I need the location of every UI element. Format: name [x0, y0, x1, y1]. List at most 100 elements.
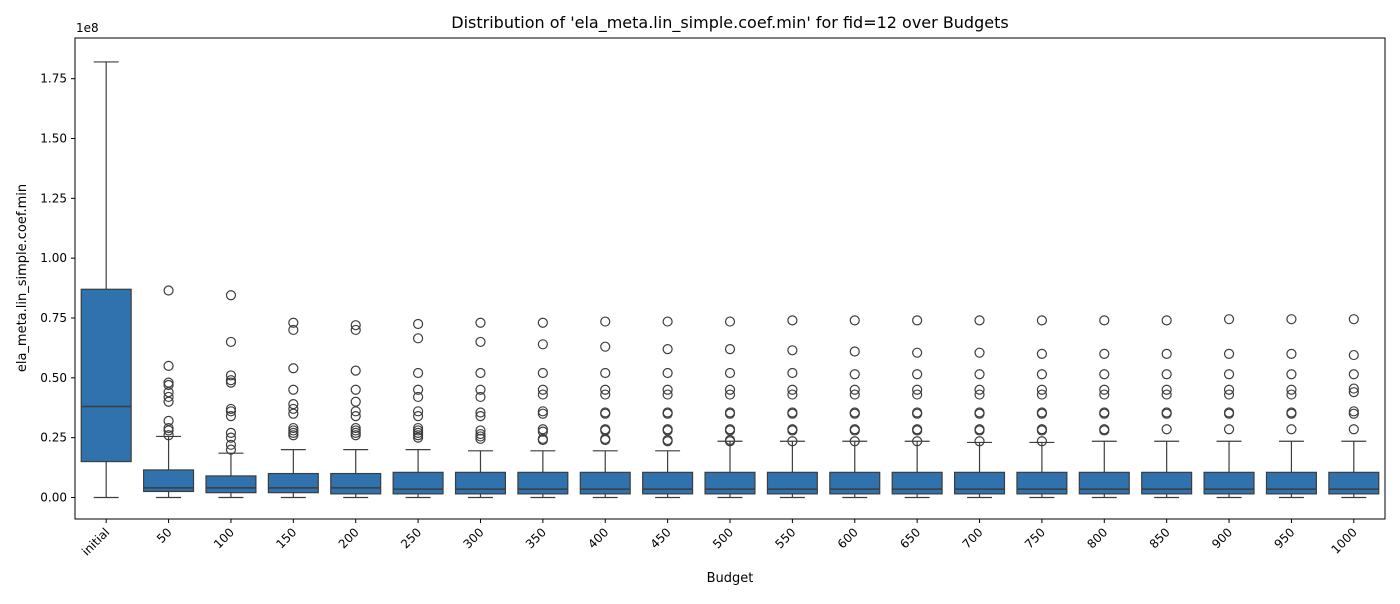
- outlier-point: [288, 403, 299, 415]
- outlier-point: [350, 422, 361, 434]
- outlier-point: [225, 444, 237, 455]
- outlier-point: [475, 367, 486, 379]
- outlier-point: [163, 422, 174, 434]
- outlier-point: [912, 389, 923, 400]
- box: [1265, 471, 1317, 495]
- outlier-point: [912, 436, 923, 447]
- outlier-point: [1348, 383, 1359, 394]
- outlier-point: [974, 424, 985, 435]
- outlier-point: [475, 384, 486, 395]
- box: [704, 471, 756, 495]
- outlier-point: [1036, 369, 1048, 380]
- outlier-point: [1348, 387, 1359, 398]
- outlier-point: [1161, 424, 1172, 435]
- outlier-point: [1099, 315, 1110, 326]
- outlier-point: [1223, 389, 1235, 400]
- y-tick-label: 0.25: [40, 431, 67, 445]
- outlier-point: [350, 384, 361, 395]
- outlier-point: [662, 389, 673, 400]
- outlier-point: [1286, 424, 1297, 435]
- outlier-point: [1286, 348, 1297, 359]
- outlier-point: [849, 369, 860, 380]
- x-tick-label: 950: [1271, 525, 1297, 551]
- outlier-point: [537, 367, 548, 379]
- box: [330, 472, 382, 495]
- outlier-point: [350, 365, 361, 376]
- box: [454, 471, 507, 495]
- x-tick-label: 800: [1084, 525, 1110, 551]
- outlier-point: [912, 369, 923, 380]
- outlier-point: [600, 367, 611, 379]
- y-tick-label: 1.25: [40, 191, 67, 205]
- x-tick-label: 350: [523, 525, 549, 551]
- outlier-point: [537, 339, 548, 350]
- box-group-650: [891, 315, 943, 499]
- box: [1203, 471, 1255, 495]
- outlier-point: [475, 428, 486, 440]
- outlier-point: [288, 324, 299, 336]
- outlier-point: [787, 407, 798, 418]
- outlier-point: [600, 341, 611, 352]
- outlier-point: [724, 367, 736, 379]
- outlier-point: [163, 430, 174, 441]
- outlier-point: [974, 347, 985, 358]
- x-tick-label: 400: [585, 525, 611, 551]
- outlier-point: [787, 436, 798, 447]
- box: [1328, 471, 1380, 495]
- outlier-point: [974, 407, 985, 418]
- outlier-point: [787, 424, 798, 435]
- outlier-point: [1286, 384, 1297, 395]
- outlier-point: [1348, 369, 1359, 380]
- outlier-point: [412, 391, 424, 403]
- outlier-point: [1223, 384, 1235, 395]
- box: [205, 475, 257, 494]
- y-offset-label: 1e8: [76, 21, 99, 35]
- outlier-point: [163, 415, 174, 426]
- outlier-point: [1286, 369, 1297, 380]
- box: [267, 472, 319, 494]
- outlier-point: [288, 384, 299, 395]
- y-tick-label: 0.00: [40, 490, 67, 504]
- x-tick-label: 1000: [1328, 525, 1359, 556]
- x-tick-label: 550: [772, 525, 798, 551]
- outlier-point: [1161, 407, 1172, 418]
- outlier-point: [724, 343, 736, 355]
- outlier-point: [1161, 389, 1172, 400]
- outlier-point: [225, 432, 237, 443]
- outlier-point: [537, 406, 548, 417]
- outlier-point: [475, 410, 486, 422]
- box: [80, 288, 132, 463]
- plot-area: 0.00 0.25 0.50 0.75 1.00 1.25 1.50 1.75 initial 5…: [40, 61, 1380, 558]
- outlier-point: [1036, 389, 1048, 400]
- outlier-point: [537, 389, 548, 400]
- x-tick-label: 650: [897, 525, 923, 551]
- outlier-point: [1036, 424, 1048, 435]
- outlier-point: [1036, 407, 1048, 418]
- outlier-point: [724, 424, 736, 435]
- x-tick-label: 900: [1209, 525, 1235, 551]
- outlier-point: [350, 410, 361, 422]
- box-group-950: [1265, 314, 1317, 499]
- box: [1078, 471, 1130, 495]
- box-group-900: [1203, 314, 1255, 499]
- axes-frame: [74, 37, 1386, 520]
- x-tick-label: 300: [461, 525, 487, 551]
- box: [642, 471, 694, 495]
- box-group-550: [766, 315, 818, 499]
- outlier-point: [1223, 369, 1235, 380]
- outlier-point: [724, 384, 736, 395]
- outlier-point: [724, 389, 736, 400]
- outlier-point: [849, 407, 860, 418]
- y-tick-label: 1.00: [40, 251, 67, 265]
- x-tick-label: 250: [398, 525, 424, 551]
- outlier-point: [163, 360, 174, 371]
- outlier-point: [1348, 406, 1359, 417]
- box: [953, 471, 1006, 495]
- box-group-1000: [1328, 314, 1380, 499]
- outlier-point: [537, 317, 548, 328]
- box: [143, 469, 195, 493]
- box-group-100: [205, 290, 257, 499]
- outlier-point: [412, 318, 424, 330]
- outlier-point: [1036, 436, 1048, 447]
